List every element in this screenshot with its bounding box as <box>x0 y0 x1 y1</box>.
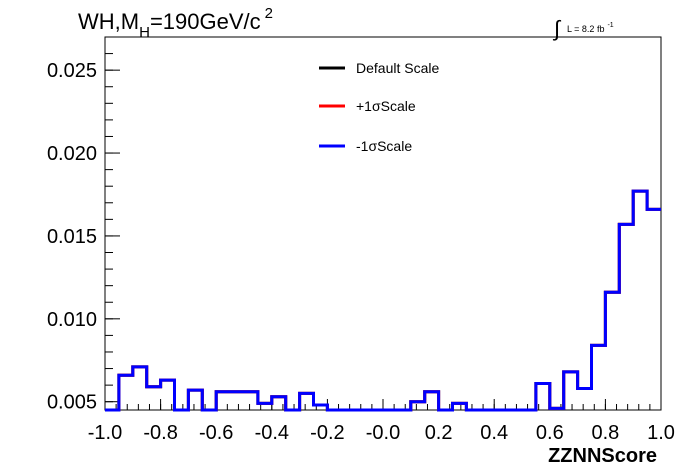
x-tick-label: 0.4 <box>480 422 508 444</box>
lumi-superscript: -1 <box>607 22 613 29</box>
legend-label: -1σScale <box>356 138 412 154</box>
legend: Default Scale +1σScale -1σScale <box>319 60 439 154</box>
y-tick-label: 0.005 <box>47 392 97 414</box>
y-tick-label: 0.020 <box>47 143 97 165</box>
y-tick-label: 0.010 <box>47 309 97 331</box>
axes: -1.0 -0.8 -0.6 -0.4 -0.2 -0.0 0.2 0.4 0.6 0.8 1.0 0… <box>47 36 675 444</box>
x-tick-label: 0.2 <box>425 422 453 444</box>
x-tick-label: -0.0 <box>366 422 400 444</box>
plot-frame <box>104 36 662 411</box>
series-lines <box>105 189 661 412</box>
chart-title: WH,MH=190GeV/c 2 <box>78 5 273 41</box>
y-tick-label: 0.015 <box>47 226 97 248</box>
series-line <box>105 189 661 412</box>
x-tick-label: 0.8 <box>591 422 619 444</box>
y-tick-label: 0.025 <box>47 60 97 82</box>
x-tick-label: -0.6 <box>199 422 233 444</box>
x-tick-label: -0.2 <box>310 422 344 444</box>
integral-sign: ∫ <box>552 16 562 41</box>
x-tick-label: -0.8 <box>143 422 177 444</box>
x-tick-label: 0.6 <box>536 422 564 444</box>
x-tick-label: -1.0 <box>88 422 122 444</box>
legend-label: Default Scale <box>356 60 439 76</box>
x-tick-label: -0.4 <box>255 422 289 444</box>
legend-label: +1σScale <box>356 98 416 114</box>
title-subscript: H <box>139 24 150 41</box>
x-axis-label: ZZNNScore <box>548 445 657 467</box>
title-tail: =190GeV/c <box>150 9 261 34</box>
lumi-label: L = 8.2 fb -1 <box>567 22 614 34</box>
x-tick-label: 1.0 <box>647 422 675 444</box>
title-superscript: 2 <box>265 5 273 22</box>
